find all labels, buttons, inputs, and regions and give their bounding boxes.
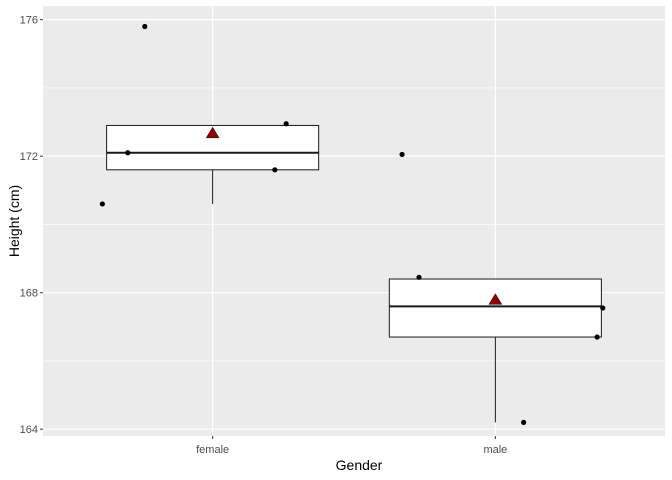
mean-marker [205, 126, 220, 139]
plot-panel [43, 6, 665, 436]
y-tick-label: 176 [20, 15, 38, 27]
y-tick-label: 164 [20, 424, 38, 436]
points-layer [99, 23, 606, 425]
axes-layer: 164 168 172 176 female male [20, 15, 508, 456]
data-point [99, 201, 105, 207]
data-point [283, 121, 289, 127]
y-tick-label: 172 [20, 151, 38, 163]
y-axis-title: Height (cm) [6, 185, 22, 257]
data-point [600, 305, 606, 311]
data-point [521, 419, 527, 425]
mean-marker [488, 293, 503, 305]
data-point [594, 334, 600, 340]
y-tick-label: 168 [20, 288, 38, 300]
data-point [142, 23, 148, 30]
x-tick-label: male [483, 444, 507, 456]
minor-gridlines [43, 87, 665, 362]
x-tick-label: female [196, 444, 229, 456]
data-point [416, 274, 422, 280]
data-point [399, 151, 405, 158]
box-male [388, 278, 602, 338]
x-axis-title: Gender [336, 457, 383, 473]
means-layer [205, 126, 503, 305]
data-point [272, 167, 278, 173]
data-point [125, 150, 131, 156]
